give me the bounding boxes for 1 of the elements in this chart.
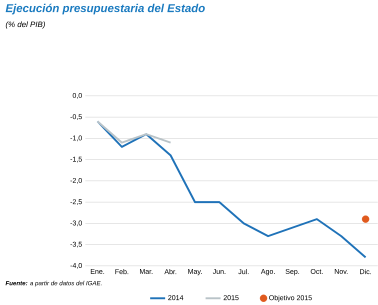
chart-title: Ejecución presupuestaria del Estado (6, 4, 205, 14)
